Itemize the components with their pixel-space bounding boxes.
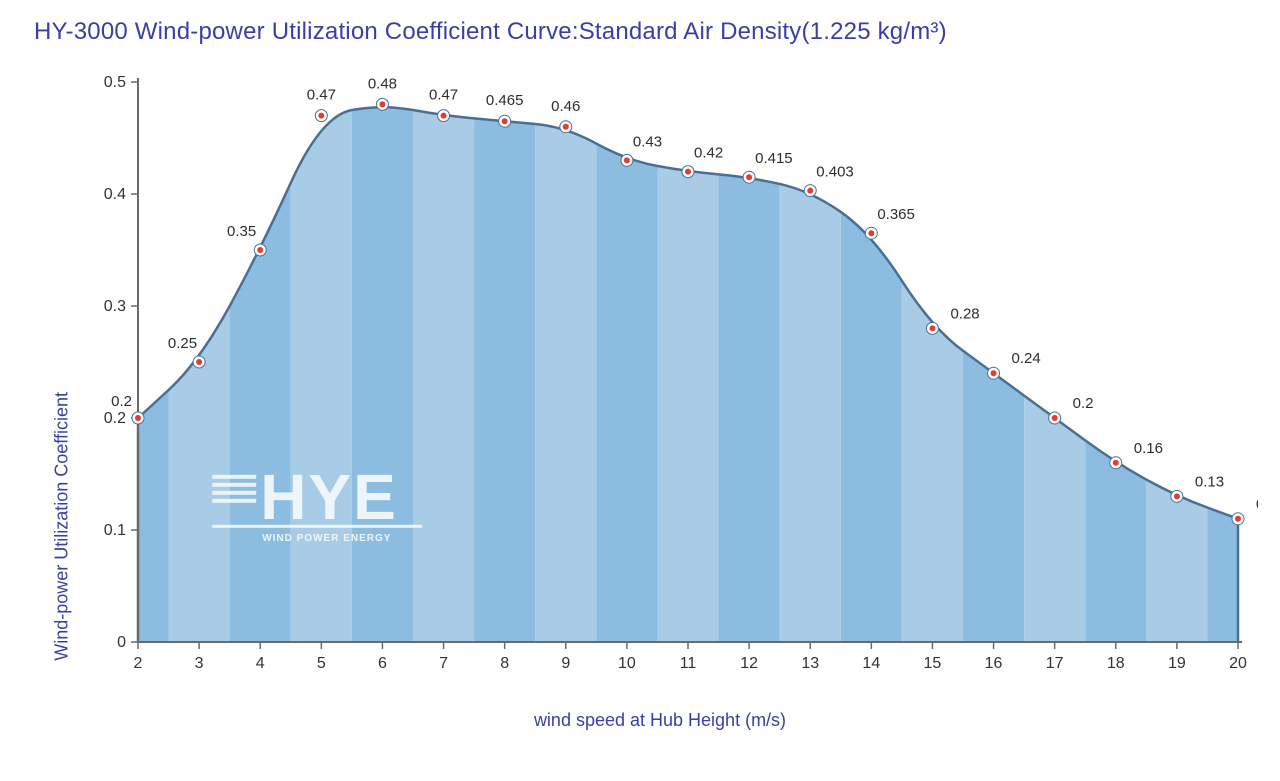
point-label: 0.48: [368, 75, 397, 92]
x-tick-label: 2: [134, 655, 143, 672]
x-tick-label: 5: [317, 655, 326, 672]
data-point-inner: [441, 113, 447, 119]
data-point-inner: [991, 370, 997, 376]
data-point-inner: [1235, 516, 1241, 522]
data-point-inner: [685, 169, 691, 175]
data-point-inner: [1113, 460, 1119, 466]
point-label: 0.47: [429, 87, 458, 104]
x-tick-label: 10: [618, 655, 636, 672]
y-tick-label: 0.1: [104, 522, 126, 539]
point-label: 0.28: [950, 305, 979, 322]
point-label: 0.16: [1134, 440, 1163, 457]
point-label: 0.24: [1012, 350, 1041, 367]
point-label: 0.11: [1256, 496, 1258, 513]
x-tick-label: 3: [195, 655, 204, 672]
x-tick-label: 9: [561, 655, 570, 672]
data-point-inner: [379, 101, 385, 107]
svg-text:HYE: HYE: [260, 461, 398, 533]
chart-title: HY-3000 Wind-power Utilization Coefficie…: [34, 18, 1252, 46]
x-axis-label: wind speed at Hub Height (m/s): [68, 710, 1252, 731]
data-point-inner: [257, 247, 263, 253]
data-point-inner: [929, 325, 935, 331]
y-tick-label: 0.4: [104, 186, 126, 203]
point-label: 0.42: [694, 145, 723, 162]
point-label: 0.465: [486, 92, 524, 109]
data-point-inner: [196, 359, 202, 365]
y-axis-label: Wind-power Utilization Coefficient: [52, 392, 73, 661]
y-tick-label: 0: [117, 634, 126, 651]
data-point-inner: [563, 124, 569, 130]
data-point-inner: [502, 118, 508, 124]
y-tick-label: 0.2: [104, 410, 126, 427]
point-label: 0.35: [227, 223, 256, 240]
data-point-inner: [868, 230, 874, 236]
x-tick-label: 13: [801, 655, 819, 672]
point-label: 0.403: [816, 164, 854, 181]
data-point-inner: [807, 188, 813, 194]
data-point-inner: [1174, 493, 1180, 499]
chart-container: Wind-power Utilization Coefficient HYEWI…: [68, 52, 1252, 731]
x-tick-label: 18: [1107, 655, 1125, 672]
data-point-inner: [318, 113, 324, 119]
x-tick-label: 11: [680, 655, 697, 672]
point-label: 0.2: [1073, 395, 1094, 412]
x-tick-label: 8: [500, 655, 509, 672]
point-label: 0.415: [755, 150, 793, 167]
data-point-inner: [746, 174, 752, 180]
x-tick-label: 6: [378, 655, 387, 672]
x-tick-label: 15: [924, 655, 942, 672]
y-tick-label: 0.5: [104, 74, 126, 91]
x-tick-label: 16: [985, 655, 1003, 672]
y-tick-label: 0.3: [104, 298, 126, 315]
point-label: 0.13: [1195, 473, 1224, 490]
data-point-inner: [624, 157, 630, 163]
data-point-inner: [135, 415, 141, 421]
x-tick-label: 14: [862, 655, 880, 672]
point-label: 0.365: [877, 206, 915, 223]
area-chart: HYEWIND POWER ENERGY 0 0.1 0.2 0.3 0.4 0.5 2 3 4 5…: [68, 52, 1258, 682]
point-label: 0.2: [111, 393, 132, 410]
point-label: 0.43: [633, 133, 662, 150]
x-tick-label: 12: [740, 655, 758, 672]
point-label: 0.46: [551, 98, 580, 115]
area-stripes: [107, 77, 1258, 647]
x-tick-label: 17: [1046, 655, 1064, 672]
point-label: 0.47: [307, 87, 336, 104]
point-label: 0.25: [168, 335, 197, 352]
x-tick-label: 19: [1168, 655, 1186, 672]
x-tick-label: 20: [1229, 655, 1247, 672]
x-tick-label: 7: [439, 655, 448, 672]
data-point-inner: [1052, 415, 1058, 421]
x-tick-label: 4: [256, 655, 265, 672]
svg-text:WIND POWER ENERGY: WIND POWER ENERGY: [262, 533, 391, 544]
